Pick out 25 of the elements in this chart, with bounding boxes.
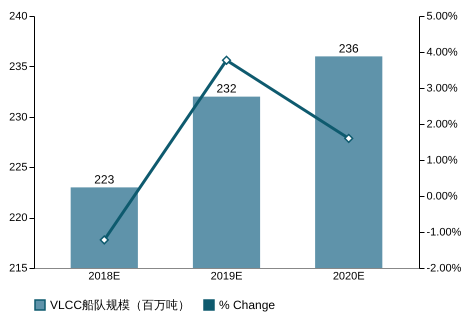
data-label: 223 (94, 172, 115, 186)
y2-tick-label: 5.00% (426, 10, 458, 22)
y2-tick-label: 3.00% (426, 82, 458, 94)
y-tick-label: 240 (9, 10, 28, 22)
y-tick-label: 235 (9, 60, 28, 73)
y-tick-label: 215 (9, 262, 28, 274)
point (222, 56, 232, 65)
point (100, 235, 109, 245)
legend-label: % Change (219, 298, 276, 312)
y2-tick-label: 0.00% (426, 190, 458, 202)
legend-label: VLCC船队规模（百万吨） (50, 298, 190, 312)
y-tick-label: 225 (9, 162, 28, 174)
x-tick-label: 2020E (332, 270, 365, 282)
y-tick-label: 220 (9, 212, 28, 224)
data-label: 232 (216, 82, 237, 96)
y2-tick-label: 4.00% (426, 46, 458, 58)
y-tick-label: 230 (9, 111, 28, 124)
data-label: 236 (338, 41, 360, 56)
y2-tick-label: 1.00% (426, 154, 458, 166)
y2-tick-label: -1.00% (426, 226, 462, 238)
y2-tick-label: -2.00% (426, 262, 462, 274)
point (344, 134, 354, 144)
x-tick-label: 2018E (88, 270, 120, 282)
x-tick-label: 2019E (210, 270, 242, 282)
y2-tick-label: 2.00% (426, 118, 458, 130)
